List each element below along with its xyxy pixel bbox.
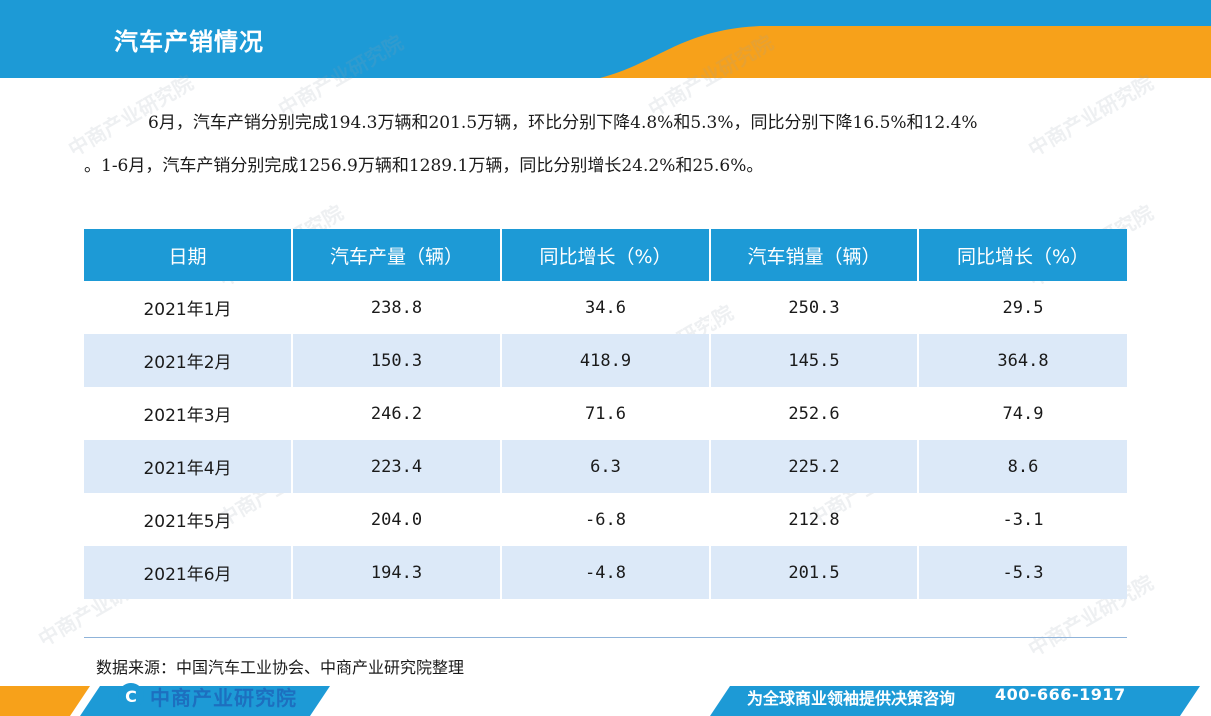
cell-sales-yoy: 29.5 xyxy=(917,281,1127,334)
cell-date: 2021年4月 xyxy=(84,440,292,493)
cell-production-yoy: -4.8 xyxy=(500,546,710,599)
table-row: 2021年2月 150.3 418.9 145.5 364.8 xyxy=(84,334,1127,387)
cell-production-yoy: -6.8 xyxy=(500,493,710,546)
cell-sales: 145.5 xyxy=(709,334,918,387)
cell-sales-yoy: 74.9 xyxy=(917,387,1127,440)
column-header-date: 日期 xyxy=(84,229,292,281)
cell-sales-yoy: 8.6 xyxy=(917,440,1127,493)
cell-production: 246.2 xyxy=(291,387,501,440)
footer-slogan: 为全球商业领袖提供决策咨询 xyxy=(747,689,956,708)
cell-production-yoy: 71.6 xyxy=(500,387,710,440)
cell-sales: 252.6 xyxy=(709,387,918,440)
header-accent-shape xyxy=(600,26,1211,78)
cell-production-yoy: 6.3 xyxy=(500,440,710,493)
cell-sales-yoy: -3.1 xyxy=(917,493,1127,546)
cell-sales: 225.2 xyxy=(709,440,918,493)
cell-date: 2021年5月 xyxy=(143,512,232,532)
summary-line-1: 6月，汽车产销分别完成194.3万辆和201.5万辆，环比分别下降4.8%和5.… xyxy=(148,113,978,133)
cell-date: 2021年2月 xyxy=(84,334,292,387)
cell-sales-yoy: -5.3 xyxy=(917,546,1127,599)
cell-sales: 212.8 xyxy=(709,493,918,546)
cell-production-yoy: 418.9 xyxy=(500,334,710,387)
cell-sales: 201.5 xyxy=(709,546,918,599)
cell-date: 2021年3月 xyxy=(143,406,232,426)
header-bar: 汽车产销情况 xyxy=(0,0,1211,78)
table-header-row: 日期 汽车产量（辆） 同比增长（%） 汽车销量（辆） 同比增长（%） xyxy=(84,229,1127,281)
column-header-production-yoy: 同比增长（%） xyxy=(500,229,710,281)
divider xyxy=(84,637,1127,638)
table-row: 2021年3月 246.2 71.6 252.6 74.9 xyxy=(84,387,1127,440)
cell-production: 223.4 xyxy=(291,440,501,493)
cell-production: 194.3 xyxy=(291,546,501,599)
page-title: 汽车产销情况 xyxy=(114,28,264,56)
table-row: 2021年4月 223.4 6.3 225.2 8.6 xyxy=(84,440,1127,493)
column-header-sales-yoy: 同比增长（%） xyxy=(917,229,1127,281)
summary-line-2: 。1-6月，汽车产销分别完成1256.9万辆和1289.1万辆，同比分别增长24… xyxy=(84,156,764,176)
cell-production: 204.0 xyxy=(291,493,501,546)
cell-production: 238.8 xyxy=(291,281,501,334)
brand-name: 中商产业研究院 xyxy=(150,685,297,710)
table-row: 2021年6月 194.3 -4.8 201.5 -5.3 xyxy=(84,546,1127,599)
footer-bar xyxy=(0,686,1200,716)
cell-production-yoy: 34.6 xyxy=(500,281,710,334)
column-header-sales: 汽车销量（辆） xyxy=(709,229,918,281)
cell-date: 2021年6月 xyxy=(84,546,292,599)
cell-date: 2021年1月 xyxy=(143,300,232,320)
brand-logo: C 中商产业研究院 xyxy=(118,683,297,710)
table-row: 2021年5月 204.0 -6.8 212.8 -3.1 xyxy=(84,493,1127,546)
cell-sales: 250.3 xyxy=(709,281,918,334)
logo-icon: C xyxy=(118,683,144,709)
cell-sales-yoy: 364.8 xyxy=(917,334,1127,387)
table-row: 2021年1月 238.8 34.6 250.3 29.5 xyxy=(84,281,1127,334)
production-sales-table: 日期 汽车产量（辆） 同比增长（%） 汽车销量（辆） 同比增长（%） 2021年… xyxy=(84,229,1127,599)
column-header-production: 汽车产量（辆） xyxy=(291,229,501,281)
footer-phone: 400-666-1917 xyxy=(995,685,1126,704)
data-source-note: 数据来源：中国汽车工业协会、中商产业研究院整理 xyxy=(96,658,465,677)
cell-production: 150.3 xyxy=(291,334,501,387)
